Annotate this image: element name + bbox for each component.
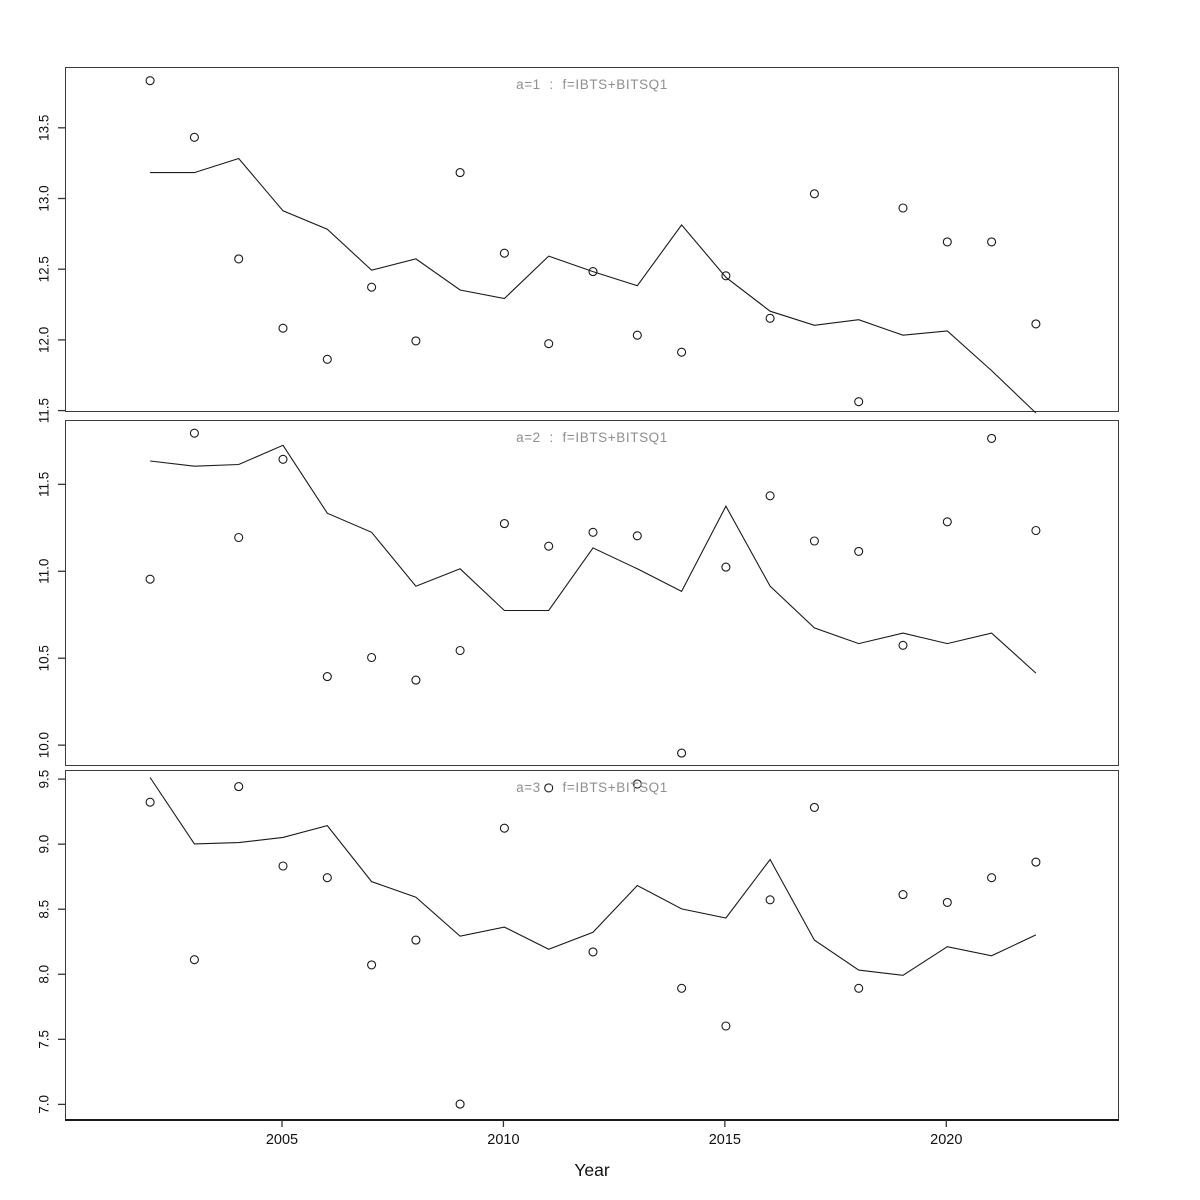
panel-a2-plot — [145, 428, 1041, 758]
y-tick-label: 8.5 — [37, 900, 52, 919]
observation-point — [898, 203, 908, 213]
fitted-line — [150, 157, 1037, 414]
observation-point — [189, 955, 199, 965]
observation-point — [145, 574, 155, 584]
observation-point — [322, 672, 332, 682]
observation-point — [544, 541, 554, 551]
observation-point — [588, 267, 598, 277]
panel-a1: a=1 : f=IBTS+BITSQ1 — [65, 67, 1119, 414]
observation-point — [632, 330, 642, 340]
observation-point — [499, 519, 509, 529]
observation-point — [278, 323, 288, 333]
observation-point — [322, 873, 332, 883]
y-tick-label: 9.0 — [37, 835, 52, 854]
y-tick-label: 12.0 — [37, 327, 52, 353]
observation-point — [234, 782, 244, 792]
observation-point — [898, 640, 908, 650]
observation-point — [942, 897, 952, 907]
observation-point — [1031, 857, 1041, 867]
observation-point — [367, 282, 377, 292]
panel-a3-plot — [145, 777, 1041, 1109]
observation-point — [588, 527, 598, 537]
observation-point — [411, 336, 421, 346]
observation-point — [987, 237, 997, 247]
y-tick-label: 11.0 — [37, 559, 52, 584]
panel-a1-plot — [145, 76, 1041, 414]
x-tick-label: 2020 — [930, 1132, 962, 1148]
observation-point — [499, 823, 509, 833]
observation-point — [721, 562, 731, 572]
y-tick-label: 7.5 — [37, 1030, 52, 1049]
observation-point — [898, 890, 908, 900]
observation-point — [145, 797, 155, 807]
panel-a2: a=2 : f=IBTS+BITSQ1 — [65, 420, 1119, 766]
observation-point — [322, 354, 332, 364]
observation-point — [499, 248, 509, 258]
x-tick-label: 2015 — [709, 1132, 741, 1148]
observation-point — [854, 983, 864, 993]
x-tick-label: 2005 — [266, 1132, 298, 1148]
y-tick-label: 13.0 — [37, 185, 52, 211]
observation-point — [854, 546, 864, 556]
observation-point — [809, 189, 819, 199]
observation-point — [367, 960, 377, 970]
y-tick-label: 11.5 — [37, 472, 52, 497]
observation-point — [987, 873, 997, 883]
observation-point — [1031, 525, 1041, 536]
y-tick-label: 9.5 — [37, 770, 52, 789]
y-tick-label: 13.5 — [37, 115, 52, 141]
observation-point — [809, 536, 819, 546]
fitted-line — [149, 777, 1037, 976]
x-axis-title: Year — [574, 1160, 610, 1180]
x-tick-label: 2010 — [487, 1132, 519, 1148]
observation-point — [942, 237, 952, 247]
observation-point — [411, 675, 421, 685]
observation-point — [455, 168, 465, 178]
observation-point — [455, 645, 465, 656]
panel-a3: a=3 : f=IBTS+BITSQ1 — [65, 770, 1119, 1120]
observation-point — [632, 531, 642, 541]
y-tick-label: 7.0 — [37, 1095, 52, 1114]
y-tick-label: 11.5 — [37, 398, 52, 423]
y-tick-label: 10.5 — [37, 645, 52, 671]
y-tick-label: 12.5 — [37, 256, 52, 282]
observation-point — [411, 935, 421, 945]
observation-point — [1031, 319, 1041, 329]
fitted-line — [150, 444, 1037, 674]
y-tick-label: 8.0 — [37, 965, 52, 984]
observation-point — [942, 517, 952, 527]
observation-point — [278, 861, 288, 871]
observation-point — [544, 339, 554, 349]
observation-point — [632, 779, 642, 789]
observation-point — [987, 433, 997, 443]
observation-point — [145, 76, 155, 86]
observation-point — [278, 454, 288, 464]
observation-point — [455, 1099, 465, 1109]
observation-point — [721, 271, 731, 281]
observation-point — [765, 895, 775, 905]
observation-point — [677, 983, 687, 993]
observation-point — [189, 132, 199, 142]
observation-point — [544, 783, 554, 793]
observation-point — [677, 347, 687, 357]
observation-point — [721, 1021, 731, 1031]
observation-point — [677, 748, 687, 758]
observation-point — [765, 491, 775, 501]
observation-point — [809, 802, 819, 812]
observation-point — [234, 532, 244, 543]
observation-point — [765, 313, 775, 323]
observation-point — [234, 254, 244, 264]
observation-point — [189, 428, 199, 438]
observation-point — [854, 397, 864, 407]
observation-point — [367, 652, 377, 663]
y-tick-label: 10.0 — [37, 732, 52, 758]
observation-point — [588, 947, 598, 957]
